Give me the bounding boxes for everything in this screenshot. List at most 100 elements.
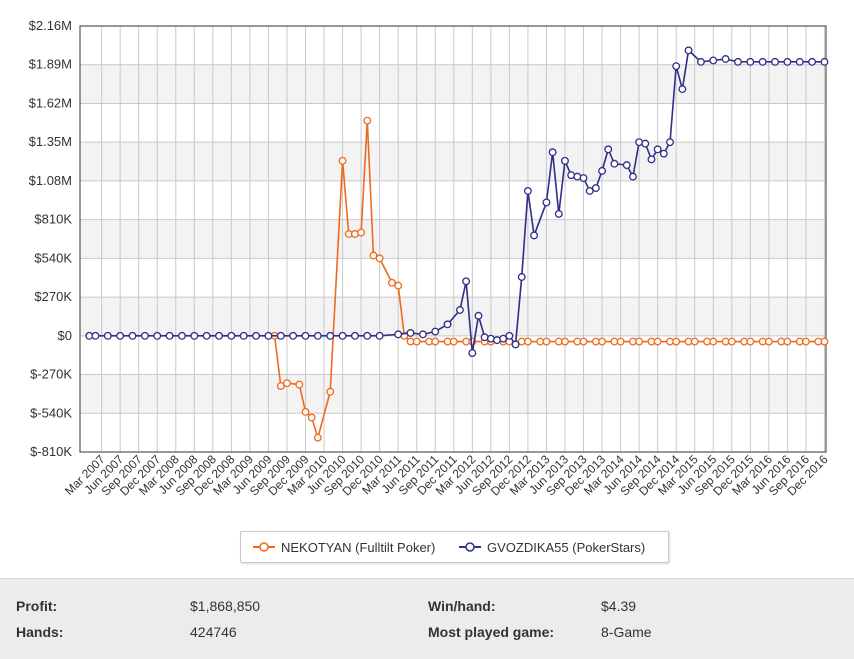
data-point (579, 337, 588, 346)
data-point (375, 331, 384, 340)
legend-label-nekotyan: NEKOTYAN (Fulltilt Poker) (281, 539, 436, 555)
data-point (283, 379, 291, 388)
data-point (573, 172, 582, 181)
data-point (727, 337, 736, 346)
data-point (783, 57, 792, 66)
data-point (313, 433, 322, 442)
y-tick-label: $-270K (30, 367, 72, 382)
data-point (264, 331, 273, 340)
legend-item-nekotyan[interactable]: NEKOTYAN (Fulltilt Poker) (253, 532, 435, 562)
data-point (635, 337, 644, 346)
data-point (820, 337, 829, 346)
data-point (499, 334, 508, 343)
data-point (276, 382, 285, 390)
y-tick-label: $0 (58, 328, 72, 343)
data-point (350, 230, 359, 238)
data-point (771, 57, 779, 66)
data-point (542, 198, 551, 207)
y-tick-label: $2.16M (29, 18, 72, 33)
data-point (474, 311, 483, 320)
data-point (227, 331, 236, 340)
navy-line-marker-icon (459, 542, 481, 552)
data-point (505, 331, 514, 340)
data-point (746, 337, 755, 346)
data-point (721, 55, 730, 63)
plot-band (80, 374, 826, 414)
data-point (672, 337, 681, 346)
hands-label: Hands: (16, 624, 64, 640)
data-point (672, 62, 681, 71)
legend-item-gvozdika55[interactable]: GVOZDIKA55 (PokerStars) (459, 532, 645, 562)
profit-label: Profit: (16, 598, 58, 614)
data-point (678, 85, 687, 94)
data-point (350, 331, 359, 340)
y-tick-label: $1.35M (29, 134, 72, 149)
plot-band (80, 413, 826, 452)
data-point (239, 331, 248, 340)
data-point (215, 331, 223, 340)
data-point (338, 331, 347, 340)
data-point (326, 331, 335, 340)
y-tick-label: $270K (34, 289, 72, 304)
data-point (517, 273, 526, 281)
most-played-game-value: 8-Game (601, 624, 652, 640)
data-point (443, 320, 452, 329)
data-point (795, 57, 804, 66)
data-point (140, 331, 149, 340)
data-point (808, 57, 817, 66)
data-point (622, 161, 631, 170)
plot-band (80, 180, 826, 220)
data-point (202, 331, 211, 340)
data-point (431, 327, 440, 336)
data-point (542, 337, 551, 346)
plot-band (80, 142, 826, 181)
data-point (394, 281, 403, 290)
data-point (486, 334, 495, 343)
data-point (641, 139, 650, 148)
data-point (523, 337, 532, 346)
win-per-hand-value: $4.39 (601, 598, 637, 614)
data-point (598, 337, 606, 346)
data-point (561, 156, 569, 165)
data-point (190, 331, 199, 340)
data-point (598, 166, 606, 175)
data-point (591, 184, 600, 193)
data-point (301, 331, 310, 340)
data-point (653, 145, 662, 154)
data-point (758, 57, 767, 66)
plot-band (80, 258, 826, 298)
data-point (369, 251, 378, 260)
data-point (511, 340, 520, 349)
data-point (480, 333, 489, 342)
data-point (734, 57, 742, 66)
data-point (153, 331, 162, 340)
data-point (696, 57, 705, 66)
data-point (289, 331, 298, 340)
data-point (91, 331, 100, 340)
data-point (561, 337, 569, 346)
data-point (252, 331, 261, 340)
data-point (165, 331, 174, 340)
plot-border (79, 25, 827, 453)
data-point (412, 337, 421, 346)
legend-label-gvozdika55: GVOZDIKA55 (PokerStars) (487, 539, 646, 555)
plot-band (80, 297, 826, 336)
data-point (128, 331, 137, 340)
data-point (394, 330, 403, 339)
data-point (418, 330, 427, 339)
data-point (530, 231, 539, 240)
data-point (801, 337, 810, 346)
data-point (307, 413, 316, 422)
data-point (579, 174, 588, 182)
y-tick-label: $810K (34, 212, 72, 227)
data-point (363, 331, 372, 340)
data-point (554, 209, 563, 218)
data-point (357, 228, 366, 237)
win-per-hand-label: Win/hand: (428, 598, 496, 614)
data-point (820, 57, 829, 66)
player-stats-panel: Profit: $1,868,850 Win/hand: $4.39 Hands… (0, 578, 854, 659)
data-point (585, 186, 594, 195)
data-point (746, 57, 755, 66)
data-point (301, 407, 310, 416)
